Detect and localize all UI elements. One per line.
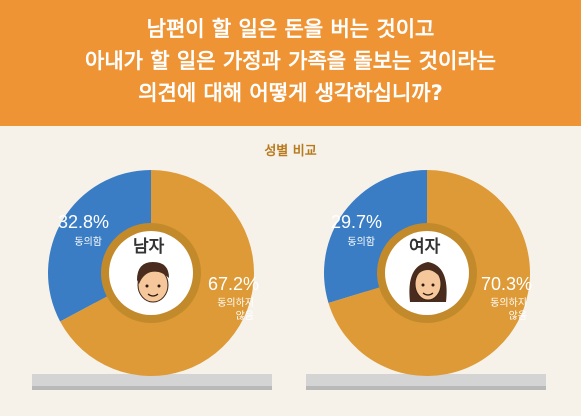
- male-disagree-label-line2: 않음: [235, 311, 254, 322]
- female-agree-value: 29.7%: [331, 212, 383, 232]
- male-slice-disagree: [60, 170, 255, 376]
- male-disagree-label-line1: 동의하지: [217, 298, 254, 309]
- female-disagree-label: 동의하지 않음: [479, 297, 527, 323]
- chart-shelf-female: [306, 374, 546, 390]
- female-center-label: 여자: [409, 237, 441, 257]
- title-line-1: 남편이 할 일은 돈을 버는 것이고: [146, 17, 435, 41]
- chart-shelf-male: [32, 374, 272, 390]
- title-line-3: 의견에 대해 어떻게 생각하십니까?: [138, 81, 443, 105]
- male-face-illustration: [137, 262, 169, 303]
- female-agree-label: 동의함: [347, 237, 375, 248]
- male-agree-value: 32.8%: [58, 212, 110, 232]
- female-disagree-label-line1: 동의하지: [490, 298, 527, 309]
- male-slice-agree: [47, 170, 151, 322]
- male-disagree-label: 동의하지 않음: [206, 297, 254, 323]
- male-disagree-value: 67.2%: [208, 274, 260, 294]
- female-disagree-value: 70.3%: [481, 274, 533, 294]
- subtitle: 성별 비교: [264, 144, 317, 159]
- title-line-2: 아내가 할 일은 가정과 가족을 돌보는 것이라는: [85, 49, 496, 73]
- male-center-label: 남자: [133, 237, 165, 257]
- male-agree-label: 동의함: [74, 237, 102, 248]
- female-face-illustration: [409, 262, 447, 302]
- title-banner: 남편이 할 일은 돈을 버는 것이고 아내가 할 일은 가정과 가족을 돌보는 …: [0, 0, 581, 126]
- female-disagree-label-line2: 않음: [508, 311, 527, 322]
- female-slice-agree: [324, 170, 427, 303]
- female-slice-disagree: [328, 170, 530, 376]
